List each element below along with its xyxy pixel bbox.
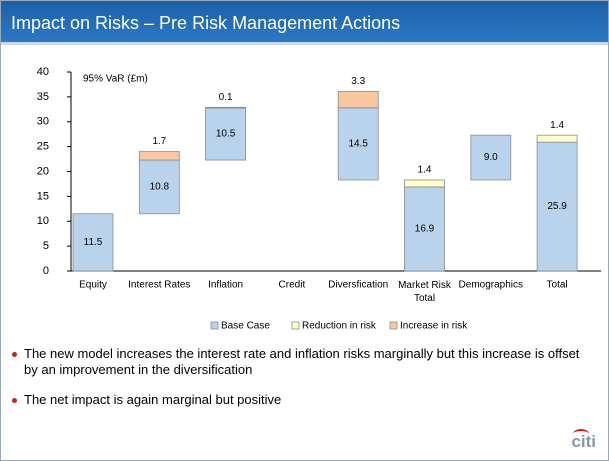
y-tick-label: 35 (37, 91, 49, 103)
data-label: 9.0 (484, 152, 498, 163)
bar-segment (138, 159, 180, 215)
x-tick-label: Demographics (459, 280, 523, 291)
x-tick-label: Equity (79, 280, 107, 291)
legend-label: Base Case (221, 321, 270, 332)
bar-segment (337, 91, 379, 109)
data-label: 1.4 (550, 120, 564, 131)
y-axis-label: 95% VaR (£m) (83, 74, 148, 85)
legend-swatch (389, 321, 398, 330)
bullet: The new model increases the interest rat… (11, 346, 591, 378)
x-tick-label: Interest Rates (128, 280, 190, 291)
y-tick-label: 5 (43, 240, 49, 252)
data-label: 0.1 (219, 92, 233, 103)
y-tick-label: 25 (37, 141, 49, 153)
data-label: 10.8 (150, 182, 170, 193)
x-tick-label: Inflation (208, 280, 243, 291)
bullet-list: The new model increases the interest rat… (11, 346, 591, 422)
data-label: 1.4 (418, 165, 432, 176)
y-tick-label: 30 (37, 116, 49, 128)
data-label: 11.5 (84, 237, 103, 248)
bar-segment (205, 106, 247, 109)
bar-segment (72, 213, 114, 272)
y-tick-label: 40 (37, 66, 49, 78)
data-label: 25.9 (547, 201, 567, 212)
bar-segment (205, 107, 247, 161)
bar-segment (404, 179, 445, 188)
bullet: The net impact is again marginal but pos… (11, 392, 591, 408)
legend-swatch (291, 321, 300, 330)
bar-segment (337, 107, 379, 181)
bar-segment (404, 186, 445, 272)
bar-segment (138, 151, 180, 161)
data-label: 14.5 (348, 139, 368, 150)
chart: 0 5 10 15 20 25 30 35 40 95% VaR (£m) Equity 11.5 In… (37, 66, 601, 332)
legend-label: Reduction in risk (302, 321, 377, 332)
x-tick-label: Total (547, 280, 568, 291)
data-label: 16.9 (415, 224, 435, 235)
slide-title: Impact on Risks – Pre Risk Management Ac… (1, 1, 608, 45)
y-tick-label: 15 (37, 190, 49, 202)
data-label: 1.7 (152, 136, 166, 147)
y-tick-label: 20 (37, 165, 49, 177)
legend-swatch (210, 321, 219, 330)
logo: citi (571, 429, 596, 451)
x-tick-label: Diversfication (328, 280, 388, 291)
bar-segment (470, 134, 512, 181)
legend-label: Increase in risk (400, 321, 468, 332)
data-label: 10.5 (216, 129, 236, 140)
y-tick-label: 10 (37, 215, 49, 227)
bar-segment (536, 134, 578, 143)
data-label: 3.3 (351, 76, 365, 87)
y-tick-label: 0 (43, 265, 49, 277)
x-tick-label: Credit (279, 280, 306, 291)
x-tick-label: Market Risk Total (398, 280, 452, 304)
